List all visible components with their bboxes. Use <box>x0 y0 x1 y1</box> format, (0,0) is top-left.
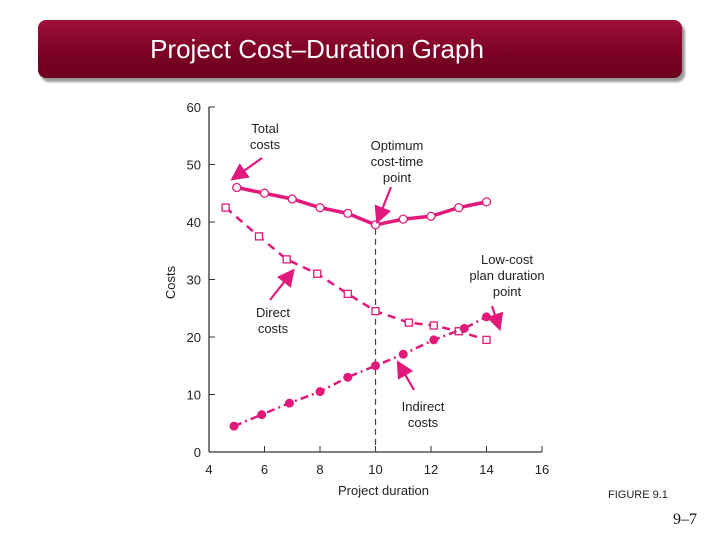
data-point-indirect <box>429 335 439 345</box>
x-tick-label: 16 <box>535 462 549 477</box>
data-point-total <box>454 202 464 213</box>
arrow-indirect-costs <box>396 360 415 391</box>
y-tick-label: 40 <box>187 215 201 230</box>
data-point-total <box>370 220 381 230</box>
annotation-optimum-point: cost-time <box>371 154 424 169</box>
data-point-indirect <box>284 398 294 408</box>
data-point-direct <box>282 255 291 264</box>
y-tick-label: 0 <box>194 445 201 460</box>
y-axis-label: Costs <box>163 265 178 299</box>
data-point-total <box>259 188 270 198</box>
data-point-direct <box>221 203 230 212</box>
arrow-total-costs <box>230 157 263 181</box>
annotation-total-costs: costs <box>250 137 281 152</box>
data-point-total <box>343 208 353 219</box>
x-tick-label: 12 <box>424 462 438 477</box>
series-line-3 <box>233 315 488 428</box>
data-point-direct <box>254 232 264 241</box>
page-number: 9–7 <box>673 511 697 528</box>
annotation-total-costs: Total <box>251 121 279 136</box>
data-point-indirect <box>398 349 408 359</box>
arrow-optimum-point <box>374 186 393 225</box>
y-tick-label: 60 <box>187 100 201 115</box>
x-tick-label: 8 <box>316 462 323 477</box>
data-point-indirect <box>343 372 353 382</box>
x-axis-label: Project duration <box>338 483 429 498</box>
y-tick-label: 50 <box>187 158 201 173</box>
arrow-direct-costs <box>269 268 295 301</box>
figure-label: FIGURE 9.1 <box>608 489 668 501</box>
data-point-direct <box>313 269 322 278</box>
data-point-total <box>426 211 436 221</box>
y-tick-label: 10 <box>187 388 201 403</box>
data-point-indirect <box>459 323 469 333</box>
data-point-total <box>398 214 408 224</box>
annotation-optimum-point: point <box>383 170 412 185</box>
annotation-direct-costs: Direct <box>256 305 290 320</box>
x-tick-label: 6 <box>261 462 268 477</box>
x-tick-label: 10 <box>368 462 382 477</box>
annotation-low-cost-point: plan duration <box>469 268 544 283</box>
data-point-indirect <box>257 410 267 420</box>
slide-title-bar: Project Cost–Duration Graph <box>38 20 682 78</box>
annotation-low-cost-point: point <box>493 284 522 299</box>
data-point-direct <box>404 318 413 327</box>
x-tick-label: 4 <box>205 462 212 477</box>
data-point-direct <box>371 306 380 316</box>
data-point-total <box>315 202 325 213</box>
data-point-indirect <box>315 387 325 397</box>
data-point-indirect <box>229 421 239 431</box>
data-point-direct <box>429 321 438 330</box>
data-point-total <box>287 194 297 204</box>
annotation-indirect-costs: costs <box>408 415 439 430</box>
annotation-low-cost-point: Low-cost <box>481 252 533 267</box>
arrow-low-cost-point <box>486 305 504 332</box>
series-line-2 <box>224 206 487 342</box>
data-point-direct <box>482 335 491 345</box>
x-tick-label: 14 <box>479 462 493 477</box>
annotation-direct-costs: costs <box>258 321 289 336</box>
data-point-direct <box>343 289 352 299</box>
annotation-indirect-costs: Indirect <box>402 399 445 414</box>
series-line-1 <box>236 185 487 227</box>
annotation-optimum-point: Optimum <box>371 138 424 153</box>
y-tick-label: 20 <box>187 330 201 345</box>
data-point-total <box>481 197 492 207</box>
y-tick-label: 30 <box>187 273 201 288</box>
data-point-indirect <box>482 312 491 322</box>
data-point-indirect <box>371 361 380 371</box>
data-point-total <box>232 182 242 193</box>
slide-title: Project Cost–Duration Graph <box>150 33 484 64</box>
